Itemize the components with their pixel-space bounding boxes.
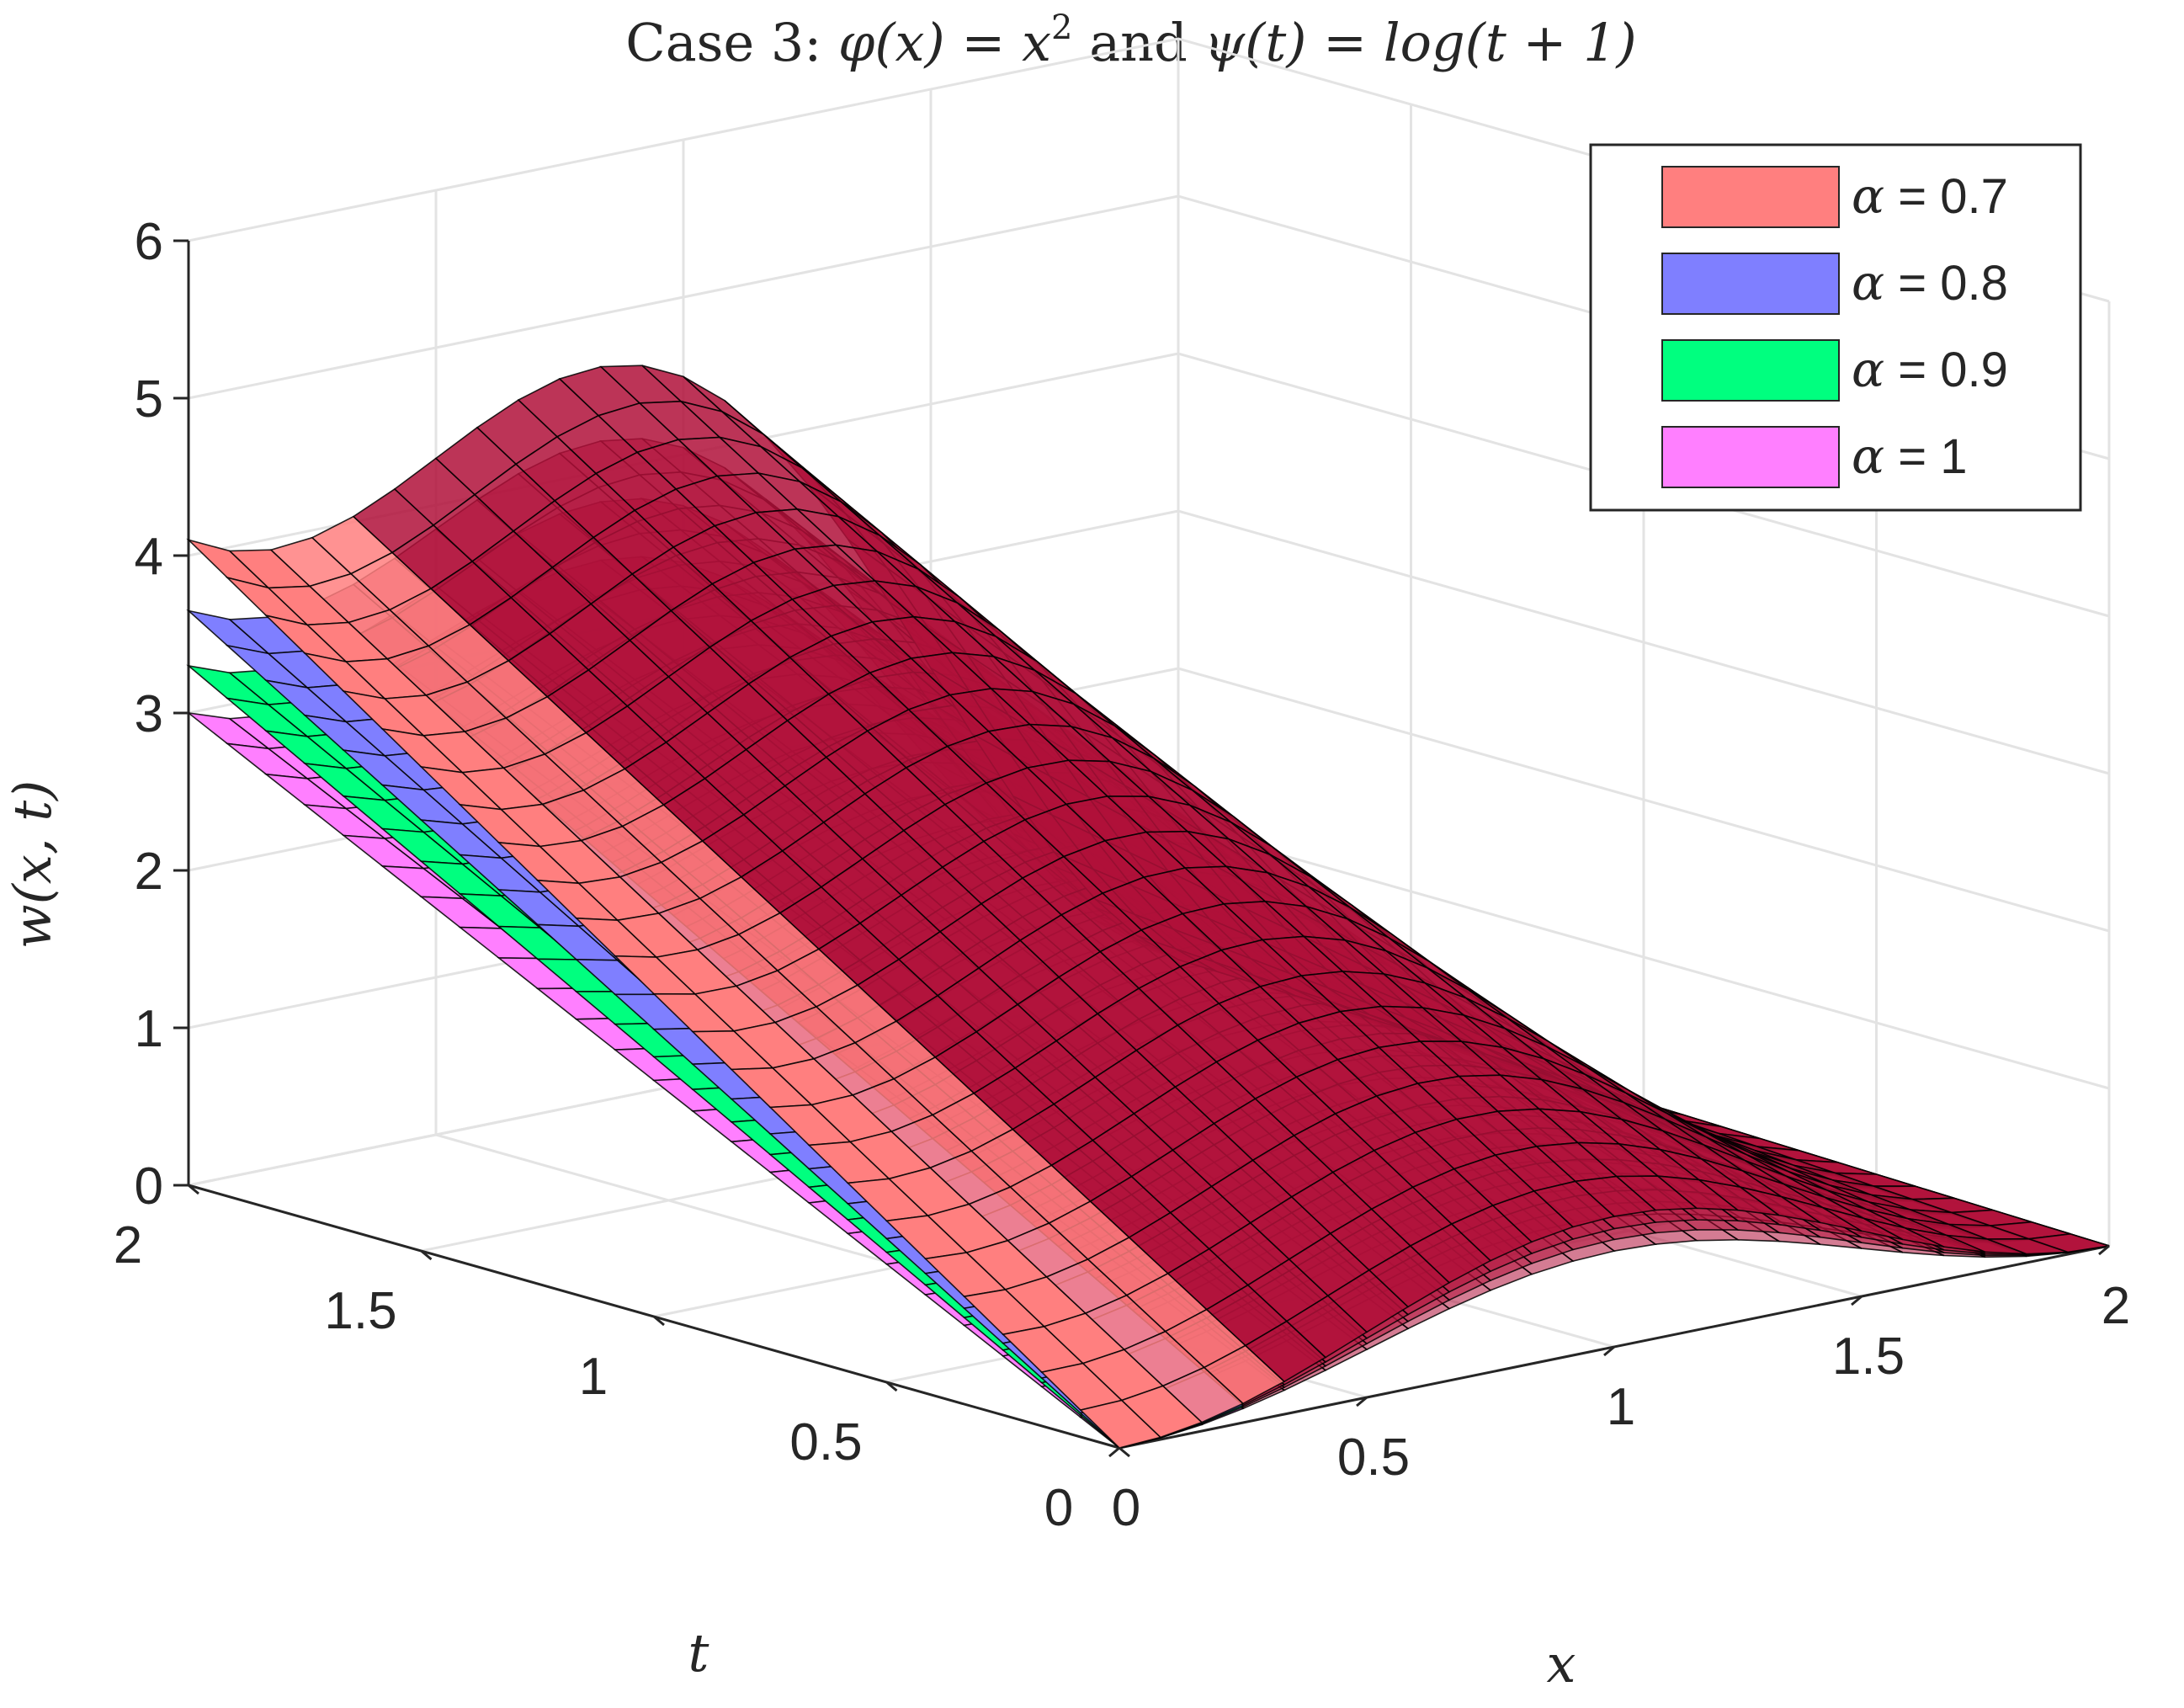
z-tick-label: 3	[135, 685, 163, 743]
t-tick-mark	[420, 1249, 433, 1261]
t-tick-mark	[1119, 1446, 1130, 1458]
z-tick-label: 1	[135, 1000, 163, 1058]
x-axis-label: x	[1547, 1633, 1576, 1695]
t-tick-label: 1.5	[324, 1282, 396, 1340]
x-tick-mark	[1356, 1396, 1368, 1407]
legend-swatch	[1661, 339, 1840, 402]
z-tick-label: 2	[135, 843, 163, 901]
x-tick-label: 1.5	[1832, 1328, 1905, 1386]
t-tick-mark	[653, 1315, 665, 1327]
surface-patch	[2028, 1232, 2110, 1253]
x-tick-label: 1	[1607, 1378, 1635, 1436]
legend: α = 0.7 α = 0.8 α = 0.9 α = 1	[1589, 143, 2082, 512]
z-tick-label: 0	[135, 1157, 163, 1216]
t-axis-label: t	[688, 1622, 709, 1684]
t-tick-label: 0	[1044, 1479, 1073, 1537]
t-tick-mark	[188, 1184, 199, 1195]
chart-title: Case 3: φ(x) = x2 and ψ(t) = log(t + 1)	[625, 8, 1636, 73]
x-tick-label: 2	[2102, 1277, 2130, 1335]
legend-swatch	[1661, 253, 1840, 315]
legend-entries: α = 0.7 α = 0.8 α = 0.9 α = 1	[1661, 166, 2008, 488]
x-tick-mark	[1603, 1345, 1615, 1357]
legend-label: α = 0.9	[1852, 341, 2008, 398]
x-tick-label: 0.5	[1337, 1429, 1410, 1487]
surface-0-7	[186, 364, 2110, 1449]
x-tick-label: 0	[1112, 1479, 1140, 1537]
z-tick-label: 6	[135, 213, 163, 271]
z-tick-label: 5	[135, 370, 163, 428]
x-tick-mark	[2098, 1244, 2110, 1256]
legend-swatch	[1661, 166, 1840, 228]
legend-label: α = 0.7	[1852, 168, 2008, 225]
t-tick-label: 1	[579, 1348, 608, 1406]
t-tick-label: 2	[114, 1216, 142, 1274]
x-tick-mark	[1851, 1295, 1863, 1306]
legend-label: α = 1	[1852, 428, 1968, 485]
t-tick-label: 0.5	[789, 1413, 862, 1471]
z-tick-label: 4	[135, 528, 163, 586]
t-tick-mark	[885, 1381, 898, 1392]
legend-label: α = 0.8	[1852, 254, 2008, 311]
surface-series	[186, 364, 2110, 1449]
z-axis-label: w(x, t)	[2, 780, 63, 950]
legend-swatch	[1661, 426, 1840, 488]
x-tick-mark	[1108, 1446, 1120, 1458]
